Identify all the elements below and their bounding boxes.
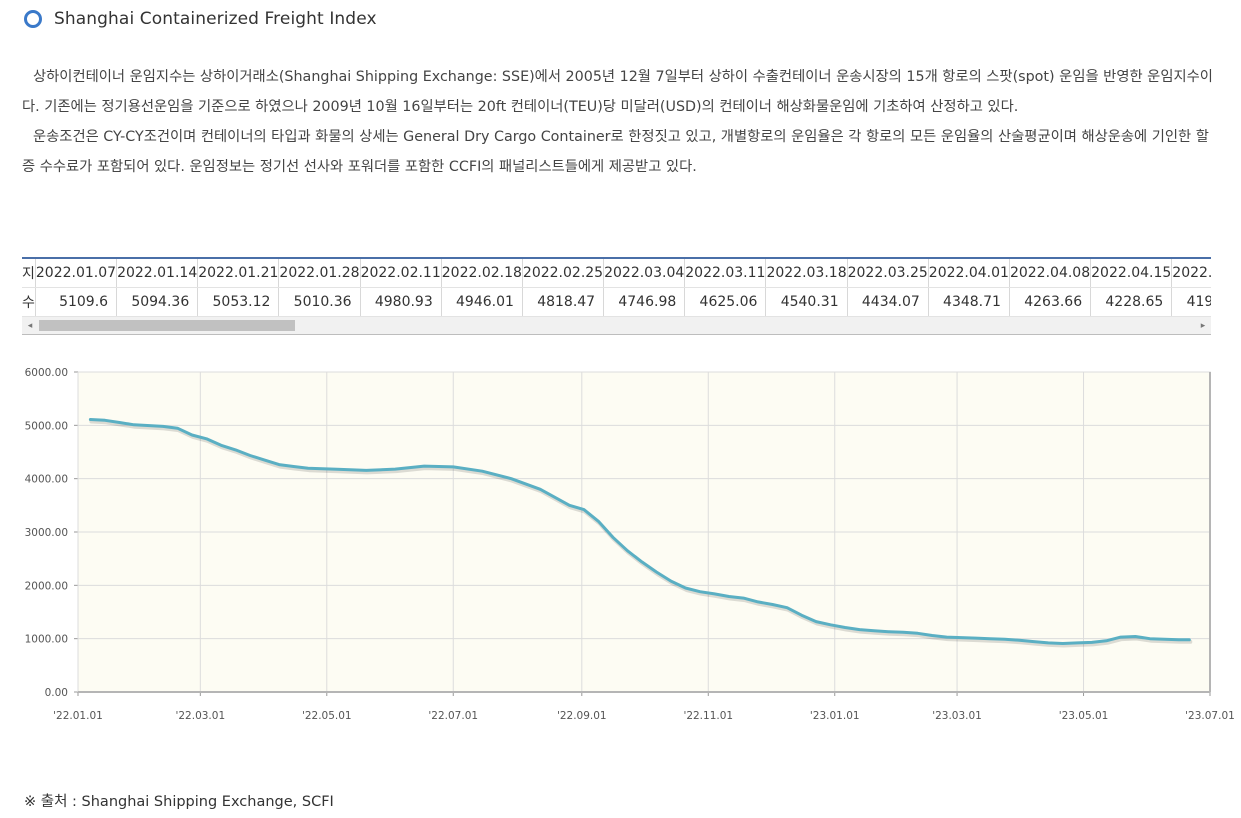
x-tick-label: '23.07.01	[1185, 710, 1235, 722]
table-cell-value: 5094.36	[116, 287, 199, 317]
description-paragraph-1: 상하이컨테이너 운임지수는 상하이거래소(Shanghai Shipping E…	[22, 69, 1213, 115]
table-cell-value: 4980.93	[360, 287, 442, 317]
table-cell-date: 2022.01.07	[35, 259, 118, 288]
page-title: Shanghai Containerized Freight Index	[54, 9, 377, 29]
table-cell-value: 4818.47	[522, 287, 605, 317]
x-tick-label: '22.09.01	[557, 710, 607, 722]
table-cell-date: 2022.03.25	[847, 259, 929, 288]
y-tick-label: 1000.00	[25, 634, 68, 646]
x-tick-label: '23.03.01	[932, 710, 982, 722]
table-cell-date: 2022.02.18	[441, 259, 523, 288]
index-table-container: 지 2022.01.07 2022.01.14 2022.01.21 2022.01.…	[22, 257, 1211, 335]
table-cell-value: 4195.98	[1171, 287, 1211, 317]
series-line	[88, 418, 1191, 645]
scrollbar-thumb[interactable]	[39, 320, 295, 331]
table-cell-value: 4263.66	[1009, 287, 1092, 317]
table-header-date: 지	[22, 259, 36, 288]
table-cell-value: 4434.07	[847, 287, 929, 317]
y-tick-label: 2000.00	[25, 580, 68, 592]
source-note: ※ 출처 : Shanghai Shipping Exchange, SCFI	[24, 794, 334, 810]
table-cell-date: 2022.01.21	[197, 259, 280, 288]
y-tick-label: 6000.00	[25, 367, 68, 379]
table-row-dates: 지 2022.01.07 2022.01.14 2022.01.21 2022.01.…	[22, 259, 1211, 288]
table-header-value: 수	[22, 287, 36, 317]
x-tick-label: '23.01.01	[810, 710, 860, 722]
horizontal-scrollbar[interactable]: ◂ ▸	[22, 317, 1211, 334]
table-cell-value: 4746.98	[603, 287, 686, 317]
description-paragraph-2: 운송조건은 CY-CY조건이며 컨테이너의 타입과 화물의 상세는 Genera…	[22, 129, 1209, 175]
table-cell-date: 2022.03.11	[684, 259, 767, 288]
table-cell-date: 2022.03.18	[765, 259, 848, 288]
table-cell-value: 4540.31	[765, 287, 848, 317]
table-row-values: 수 5109.6 5094.36 5053.12 5010.36 4980.93 4946…	[22, 287, 1211, 317]
table-cell-value: 4625.06	[684, 287, 767, 317]
table-cell-date: 2022.04.22	[1171, 259, 1211, 288]
table-cell-date: 2022.01.28	[278, 259, 361, 288]
section-title: Shanghai Containerized Freight Index	[24, 6, 377, 32]
table-cell-value: 4228.65	[1090, 287, 1173, 317]
scfi-line-chart: 0.00 1000.00 2000.00 3000.00 4000.00 5000.00 6…	[25, 367, 1235, 722]
table-cell-value: 5010.36	[278, 287, 361, 317]
table-cell-date: 2022.02.11	[360, 259, 442, 288]
scroll-left-icon[interactable]: ◂	[27, 320, 33, 331]
x-tick-label: '22.01.01	[53, 710, 103, 722]
table-cell-date: 2022.03.04	[603, 259, 686, 288]
table-cell-value: 5053.12	[197, 287, 280, 317]
scroll-right-icon[interactable]: ▸	[1200, 320, 1206, 331]
table-cell-date: 2022.01.14	[116, 259, 199, 288]
series-line-shadow	[89, 419, 1193, 648]
x-tick-label: '22.07.01	[428, 710, 478, 722]
table-cell-date: 2022.04.01	[928, 259, 1010, 288]
x-tick-label: '22.03.01	[175, 710, 225, 722]
x-tick-label: '22.05.01	[302, 710, 352, 722]
table-cell-value: 4946.01	[441, 287, 523, 317]
table-cell-date: 2022.04.08	[1009, 259, 1092, 288]
x-tick-label: '22.11.01	[683, 710, 733, 722]
circle-bullet-icon	[24, 10, 42, 28]
description: 상하이컨테이너 운임지수는 상하이거래소(Shanghai Shipping E…	[22, 62, 1220, 182]
y-tick-label: 0.00	[45, 687, 68, 699]
table-cell-date: 2022.04.15	[1090, 259, 1173, 288]
index-table: 지 2022.01.07 2022.01.14 2022.01.21 2022.01.…	[22, 259, 1211, 317]
table-cell-date: 2022.02.25	[522, 259, 605, 288]
y-tick-label: 5000.00	[25, 420, 68, 432]
x-tick-label: '23.05.01	[1059, 710, 1109, 722]
y-tick-label: 4000.00	[25, 474, 68, 486]
table-cell-value: 4348.71	[928, 287, 1010, 317]
table-cell-value: 5109.6	[35, 287, 118, 317]
y-tick-label: 3000.00	[25, 527, 68, 539]
